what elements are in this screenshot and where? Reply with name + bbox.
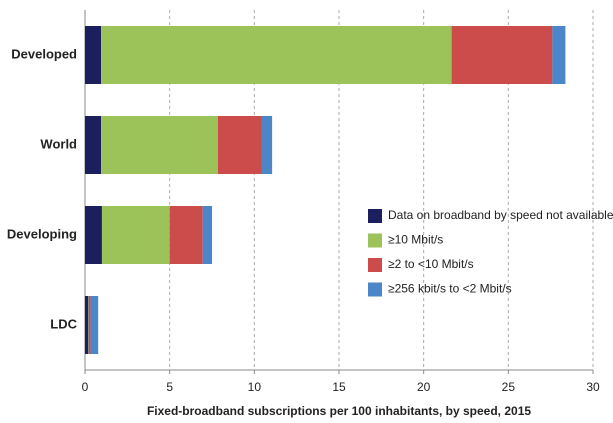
legend-swatch [368,233,382,248]
x-axis-title: Fixed-broadband subscriptions per 100 in… [147,404,531,418]
x-tick-label: 15 [332,380,346,394]
bar-segment [85,206,102,264]
x-tick-label: 5 [166,380,173,394]
bar-segment [169,206,203,264]
bar-segment [88,296,89,354]
bar-segment [88,296,91,354]
legend-label: ≥256 kbit/s to <2 Mbit/s [388,282,512,296]
x-tick-label: 20 [417,380,431,394]
bar-segment [85,26,102,84]
bar-segment [552,26,566,84]
bar-segment [101,26,452,84]
bar-segment [85,296,89,354]
bar-segment [90,296,99,354]
y-tick-label: World [40,136,77,151]
bar-segment [217,116,262,174]
bar-segment [101,116,218,174]
x-tick-label: 25 [502,380,516,394]
legend-swatch [368,209,382,223]
bar-segment [261,116,273,174]
x-tick-label: 30 [586,380,600,394]
bar-segment [202,206,212,264]
legend-label: ≥2 to <10 Mbit/s [388,257,474,271]
legend-swatch [368,258,382,272]
y-tick-label: Developed [11,46,77,61]
x-tick-label: 0 [82,380,89,394]
y-tick-label: LDC [50,316,77,331]
legend-swatch [368,282,382,297]
bar-segment [451,26,553,84]
x-tick-label: 10 [248,380,262,394]
bar-segment [85,116,102,174]
bar-segment [101,206,170,264]
legend-label: Data on broadband by speed not available [388,208,613,222]
y-tick-label: Developing [7,226,77,241]
legend-label: ≥10 Mbit/s [388,233,443,247]
